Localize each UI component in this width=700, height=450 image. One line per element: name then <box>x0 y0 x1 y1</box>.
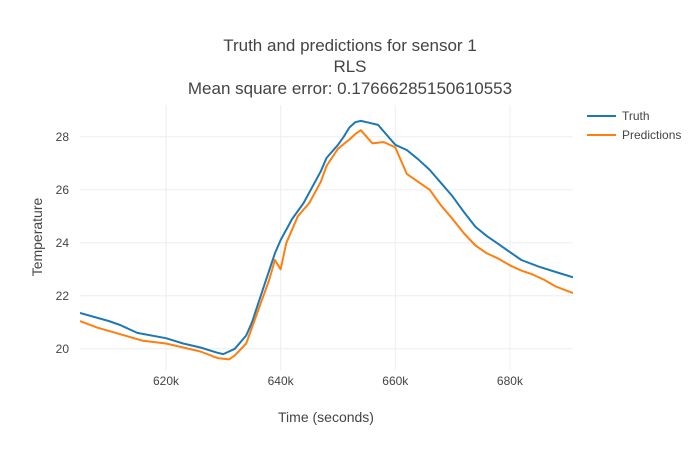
gridlines <box>80 105 573 370</box>
x-axis-title: Time (seconds) <box>278 409 374 425</box>
x-tick-label: 620k <box>153 374 180 388</box>
tick-labels: 620k 640k 660k 680k 20 22 24 26 28 <box>56 130 524 388</box>
series-line-truth <box>80 119 573 356</box>
series-line-predictions <box>80 129 573 361</box>
chart-title-line-1: Truth and predictions for sensor 1 <box>223 36 477 55</box>
chart-title-line-3: Mean square error: 0.17666285150610553 <box>188 79 512 98</box>
y-tick-label: 24 <box>56 236 70 250</box>
x-tick-label: 660k <box>382 374 409 388</box>
x-tick-label: 680k <box>497 374 524 388</box>
legend-label-truth: Truth <box>622 109 650 123</box>
y-tick-label: 22 <box>56 289 70 303</box>
legend-label-predictions: Predictions <box>622 128 681 142</box>
x-tick-label: 640k <box>268 374 295 388</box>
chart-title: Truth and predictions for sensor 1 RLS M… <box>188 36 512 98</box>
series-lines <box>80 119 573 361</box>
chart-title-line-2: RLS <box>333 57 366 76</box>
y-tick-label: 28 <box>56 130 70 144</box>
y-axis-title: Temperature <box>29 197 45 276</box>
y-tick-label: 26 <box>56 183 70 197</box>
y-tick-label: 20 <box>56 342 70 356</box>
legend: Truth Predictions <box>587 109 681 142</box>
